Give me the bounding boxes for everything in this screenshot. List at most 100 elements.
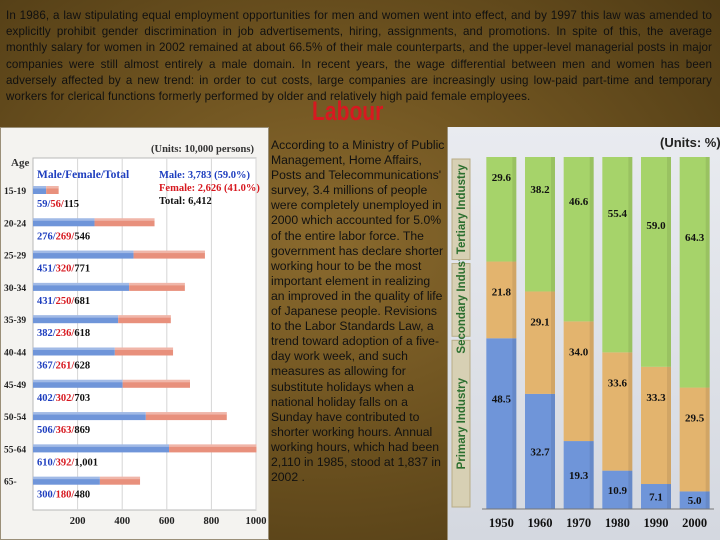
bar-highlight [33,347,174,350]
value-label: 59/56/115 [37,199,79,210]
value-label-part: 302/ [56,393,76,404]
bar-highlight [33,412,227,415]
value-label-part: 236/ [56,328,76,339]
category-label: 1970 [566,516,591,530]
bar-female [114,347,174,356]
bar-shade [551,157,555,509]
value-label-primary: 48.5 [492,393,512,405]
value-label-primary: 7.1 [649,492,663,504]
bar-male [33,315,119,324]
age-label: 35-39 [4,316,26,326]
bar-primary [641,484,671,509]
age-label: 15-19 [4,187,26,197]
value-label-secondary: 29.5 [685,413,705,425]
units-label: (Units: %) [660,135,720,150]
bar-secondary [602,352,633,471]
bar-female [46,186,59,194]
value-label-secondary: 33.6 [608,377,628,389]
value-label-part: 610/ [37,457,57,468]
age-label: 65- [4,478,17,488]
value-label-secondary: 21.8 [492,287,512,299]
bar-female [99,476,141,485]
age-chart-svg: 200 400 600 800 1000 (Units: 10,000 persons) A… [4,144,267,527]
series-label: Tertiary Industry [456,164,468,254]
age-label: 45-49 [4,381,26,391]
value-label-secondary: 34.0 [569,346,589,358]
category-label: 1960 [528,516,553,530]
value-label-part: 628 [74,361,90,372]
bar-primary [563,441,594,509]
x-tick-label: 1000 [246,516,267,527]
bar-secondary [679,387,710,492]
bar-female [133,250,205,259]
bar-male [33,218,95,227]
value-label: 431/250/681 [37,296,90,307]
x-tick-label: 800 [204,516,220,527]
value-label-part: 869 [74,425,90,436]
bar-secondary [563,321,594,442]
bar-highlight [33,315,171,318]
legend-male: Male: 3,783 (59.0%) [159,170,250,181]
intro-paragraph: In 1986, a law stipulating equal employm… [6,9,712,104]
value-label-primary: 5.0 [688,495,702,507]
x-tick-label: 400 [114,516,130,527]
age-employment-chart: 200 400 600 800 1000 (Units: 10,000 persons) A… [0,127,269,540]
bar-male [33,444,170,453]
value-label-part: 1,001 [74,457,98,468]
page-heading: Labour [312,96,384,126]
age-label: 55-64 [4,445,26,455]
legend-female: Female: 2,626 (41.0%) [159,183,260,194]
category-label: 1990 [644,516,669,530]
bar-highlight [33,379,190,383]
bar-primary [602,470,633,509]
bar-male [33,379,123,388]
series-band [451,339,471,508]
value-label-part: 703 [74,393,90,404]
bar-shade [628,157,633,509]
bar-female [94,218,155,227]
bar-highlight [33,186,59,189]
x-tick-label: 600 [159,516,175,527]
value-label-tertiary: 46.6 [569,196,589,208]
age-label: 40-44 [4,349,26,359]
legend-title: Male/Female/Total [37,169,129,181]
age-label: 25-29 [4,252,26,262]
category-label: 2000 [682,516,707,530]
bar-male [33,250,134,259]
series-band [451,263,471,337]
bar-female [169,444,257,453]
bar-secondary [641,366,671,485]
bar-tertiary [563,157,594,322]
units-label: (Units: 10,000 persons) [151,144,254,155]
value-label-part: 115 [64,199,79,210]
bar-male [33,186,47,194]
bar-tertiary [679,157,710,388]
category-label: 1950 [489,516,514,530]
value-label-tertiary: 59.0 [646,220,666,232]
value-label-part: 506/ [37,425,57,436]
value-label-tertiary: 38.2 [530,184,550,196]
value-label-part: 367/ [37,361,57,372]
x-tick-label: 200 [70,516,86,527]
value-label-part: 451/ [37,264,57,275]
bar-male [33,282,130,291]
value-label: 402/302/703 [37,393,90,404]
bar-primary [525,393,555,509]
value-label-part: 269/ [56,231,76,242]
value-label-part: 59/ [37,199,52,210]
value-label-part: 382/ [37,328,57,339]
value-label-part: 276/ [37,231,57,242]
value-label-secondary: 33.3 [646,392,666,404]
value-label-primary: 32.7 [530,446,550,458]
bar-shade [705,157,710,509]
bar-tertiary [641,157,671,367]
bar-secondary [486,261,517,339]
bar-shade [589,157,594,509]
value-label-part: 180/ [56,490,76,501]
bar-female [129,282,185,291]
legend-total: Total: 6,412 [159,196,212,207]
axis-title: Age [11,157,29,169]
bar-secondary [525,291,555,394]
value-label-part: 56/ [50,199,65,210]
bar-tertiary [525,157,555,292]
